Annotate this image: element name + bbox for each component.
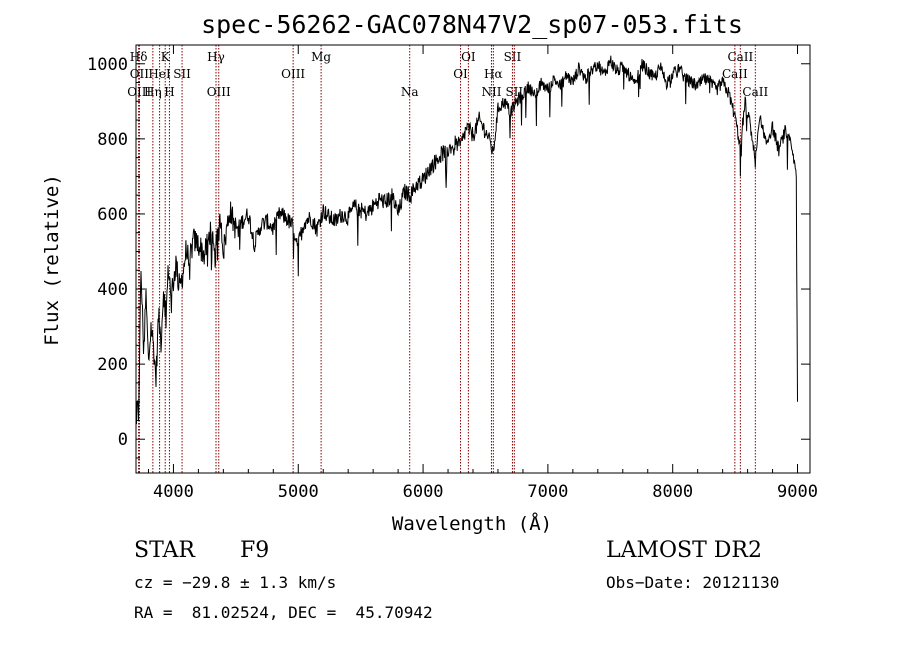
chart-title: spec-56262-GAC078N47V2_sp07-053.fits [201, 10, 743, 39]
spectral-line-label-12: Hα [484, 67, 503, 81]
spectral-line-label-14: OIII [127, 85, 151, 99]
x-axis-label: Wavelength (Å) [392, 512, 552, 535]
y-tick-label-3: 600 [97, 205, 128, 225]
object-class: STAR [134, 538, 195, 563]
spectral-line-label-6: CaII [727, 50, 753, 64]
redshift-velocity: cz = −29.8 ± 1.3 km/s [134, 573, 337, 592]
x-tick-label-5: 9000 [777, 482, 818, 502]
spectral-line-label-5: SII [504, 50, 522, 64]
spectral-line-label-10: OIII [281, 67, 305, 81]
spectral-line-label-3: Mg [311, 50, 331, 64]
spectrum-line-0 [135, 55, 798, 425]
spectral-line-label-15: Hη [144, 85, 162, 99]
spectral-line-label-8: HeI [148, 67, 171, 81]
y-tick-label-4: 800 [97, 130, 128, 150]
spectral-line-label-19: NII [481, 85, 501, 99]
y-tick-label-1: 200 [97, 355, 128, 375]
spectral-line-label-17: OIII [207, 85, 231, 99]
spectral-line-label-18: Na [401, 85, 419, 99]
spectral-line-label-0: Hδ [130, 50, 148, 64]
observation-date: Obs−Date: 20121130 [606, 573, 780, 592]
spectral-line-label-13: CaII [722, 67, 748, 81]
survey-name: LAMOST DR2 [606, 538, 762, 563]
spectral-line-label-2: Hγ [207, 50, 225, 64]
spectral-line-label-9: SII [173, 67, 191, 81]
axes: 4000 5000 6000 7000 8000 9000 0 200 400 600 800 100… [87, 44, 818, 502]
spectral-line-label-7: OII [130, 67, 150, 81]
plot-frame [135, 44, 811, 474]
spectral-line-label-11: OI [453, 67, 468, 81]
spectrum-chart: spec-56262-GAC078N47V2_sp07-053.fits Hδ K… [41, 10, 818, 535]
x-tick-label-0: 4000 [153, 482, 194, 502]
coordinates: RA = 81.02524, DEC = 45.70942 [134, 603, 433, 622]
x-tick-label-3: 7000 [527, 482, 568, 502]
x-tick-label-2: 6000 [403, 482, 444, 502]
object-subclass: F9 [240, 538, 270, 563]
spectral-line-label-4: OI [461, 50, 476, 64]
y-axis-label: Flux (relative) [41, 174, 63, 346]
spectrum-series [135, 55, 798, 425]
spectral-line-label-21: CaII [742, 85, 768, 99]
x-tick-label-1: 5000 [278, 482, 319, 502]
spectral-line-label-16: H [164, 85, 174, 99]
spectral-line-label-1: K [161, 50, 171, 64]
y-tick-label-5: 1000 [87, 55, 128, 75]
x-tick-label-4: 8000 [652, 482, 693, 502]
y-tick-label-0: 0 [118, 430, 128, 450]
y-tick-label-2: 400 [97, 280, 128, 300]
